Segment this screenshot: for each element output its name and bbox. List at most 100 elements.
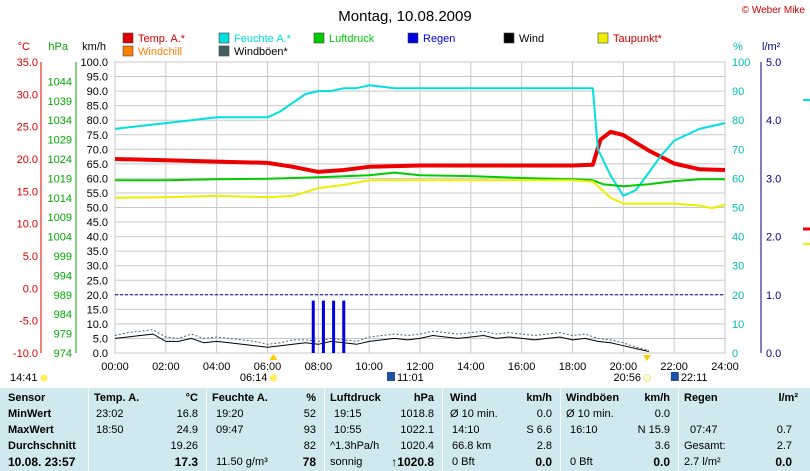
min-label: MinWert (8, 408, 52, 420)
wind-tick-label: 65.0 (87, 159, 108, 171)
rain-bar (342, 300, 346, 353)
x-tick-label: 00:00 (101, 361, 129, 373)
wind-avg-value: 0.0 (536, 408, 552, 420)
pressure-column: Luftdruck hPa 19:15 1018.8 10:55 1022.1 … (324, 388, 443, 471)
wind-tick-label: 70.0 (87, 144, 108, 156)
pressure-tick-label: 984 (54, 309, 72, 321)
wind-tick-label: 55.0 (87, 188, 108, 200)
gust-avg-label: Ø 10 min. (566, 408, 614, 420)
pressure-header: Luftdruck (330, 392, 381, 404)
wind-tick-label: 40.0 (87, 232, 108, 244)
absolute-humidity: 11.50 g/m³ (216, 456, 268, 468)
gust-beaufort: 0 Bft (570, 456, 593, 468)
wind-tick-label: 50.0 (87, 203, 108, 215)
legend-label: Regen (423, 33, 455, 45)
rain-tick-label: 3.0 (766, 173, 781, 185)
sunset-marker-icon (643, 355, 652, 361)
x-tick-label: 20:00 (610, 361, 638, 373)
humidity-tick-label: 60 (732, 173, 744, 185)
gust-mean-value: 3.6 (654, 440, 670, 452)
rain-max-time: 07:47 (690, 424, 718, 436)
moonset-label: 22:11 (681, 372, 708, 384)
humidity-tick-label: 90 (732, 86, 744, 98)
rain-tick-label: 2.0 (766, 232, 781, 244)
statistics-table: Sensor MinWert MaxWert Durchschnitt 10.0… (0, 388, 810, 471)
wind-tick-label: 15.0 (87, 304, 108, 316)
temp-tick-label: 20.0 (17, 154, 38, 166)
moonrise-icon (387, 372, 396, 381)
x-tick-label: 10:00 (355, 361, 383, 373)
chart-title: Montag, 10.08.2009 (338, 8, 471, 25)
wind-unit: km/h (526, 392, 552, 404)
pressure-tick-label: 1009 (48, 212, 72, 224)
avg-label: Durchschnitt (8, 440, 76, 452)
wind-tick-label: 5.0 (93, 333, 108, 345)
humidity-tick-label: 0 (732, 348, 738, 360)
humidity-unit: % (306, 392, 316, 404)
pressure-tick-label: 1029 (48, 135, 72, 147)
legend-label: Temp. A.* (138, 33, 186, 45)
series-line-feuchte-a (114, 84, 726, 197)
copyright-label: © Weber Mike (742, 5, 806, 16)
gust-max-time: 16:10 (570, 424, 598, 436)
legend-swatch (218, 32, 230, 44)
max-label: MaxWert (8, 424, 54, 436)
rain-day-total: 2.7 l/m² (684, 456, 721, 468)
humidity-tick-label: 30 (732, 261, 744, 273)
wind-tick-label: 30.0 (87, 261, 108, 273)
x-tick-label: 16:00 (508, 361, 536, 373)
series-line-taupunkt (114, 179, 726, 210)
wind-tick-label: 20.0 (87, 290, 108, 302)
x-tick-label: 14:00 (457, 361, 485, 373)
pressure-tick-label: 1024 (48, 154, 72, 166)
pressure-current-value: ↑1020.8 (391, 455, 434, 469)
wind-tick-label: 75.0 (87, 130, 108, 142)
humidity-min-time: 19:20 (216, 408, 244, 420)
humidity-tick-label: 70 (732, 144, 744, 156)
wind-beaufort: 0 Bft (452, 456, 475, 468)
pressure-tick-label: 1034 (48, 115, 72, 127)
x-tick-label: 12:00 (406, 361, 434, 373)
pressure-tick-label: 1044 (48, 76, 72, 88)
x-tick-label: 18:00 (559, 361, 587, 373)
pressure-trend: ^1.3hPa/h (330, 440, 380, 452)
pressure-tick-label: 994 (54, 270, 72, 282)
wind-tick-label: 100.0 (80, 57, 108, 69)
temp-column: Temp. A. °C 23:02 16.8 18:50 24.9 19.26 … (88, 388, 207, 471)
rain-bar (321, 300, 325, 353)
wind-tick-label: 10.0 (87, 319, 108, 331)
wind-tick-label: 60.0 (87, 173, 108, 185)
wind-tick-label: 45.0 (87, 217, 108, 229)
weather-chart: Montag, 10.08.2009 © Weber Mike Temp. A.* F… (10, 5, 810, 384)
rain-total-value: 2.7 (776, 440, 792, 452)
wind-tick-label: 90.0 (87, 86, 108, 98)
temp-axis-unit: °C (18, 41, 30, 53)
legend-swatch (218, 45, 230, 57)
wind-series-line (114, 333, 649, 352)
pressure-min-value: 1018.8 (400, 408, 434, 420)
humidity-tick-label: 80 (732, 115, 744, 127)
pressure-tick-label: 1014 (48, 193, 72, 205)
humidity-avg-value: 82 (303, 440, 316, 452)
rain-bar (332, 300, 336, 353)
weather-forecast: sonnig (330, 456, 363, 468)
temp-min-time: 23:02 (96, 408, 124, 420)
sunset-sun-icon (643, 374, 651, 382)
pressure-tick-label: 999 (54, 251, 72, 263)
temp-current-value: 17.3 (174, 455, 198, 469)
rain-tick-label: 1.0 (766, 290, 781, 302)
humidity-max-time: 09:47 (216, 424, 244, 436)
gust-avg-value: 0.0 (654, 408, 670, 420)
temp-tick-label: 35.0 (17, 57, 38, 69)
sunrise-label: 06:14 (240, 372, 268, 384)
x-tick-label: 06:00 (254, 361, 282, 373)
pressure-trend-up-icon: ↑ (391, 455, 398, 469)
rain-tick-label: 0.0 (766, 348, 781, 360)
temp-tick-label: 5.0 (23, 251, 38, 263)
wind-tick-label: 35.0 (87, 246, 108, 258)
wind-header: Wind (450, 392, 477, 404)
humidity-max-value: 93 (303, 424, 316, 436)
pressure-tick-label: 1019 (48, 173, 72, 185)
moonrise-left-label: 14:41 (10, 372, 38, 384)
series-line-temp-a (114, 129, 726, 174)
